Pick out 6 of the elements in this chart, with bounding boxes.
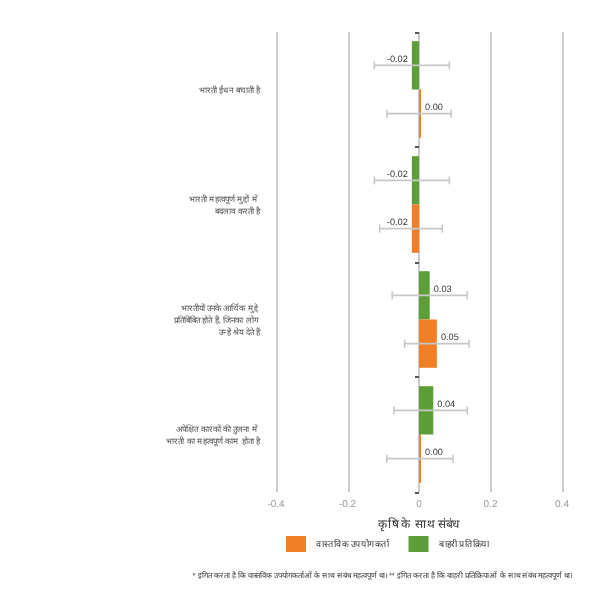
bar	[419, 319, 437, 368]
bar	[411, 204, 419, 253]
bar	[419, 386, 434, 435]
bar	[419, 271, 430, 320]
bar	[411, 156, 419, 205]
bar	[411, 41, 419, 90]
